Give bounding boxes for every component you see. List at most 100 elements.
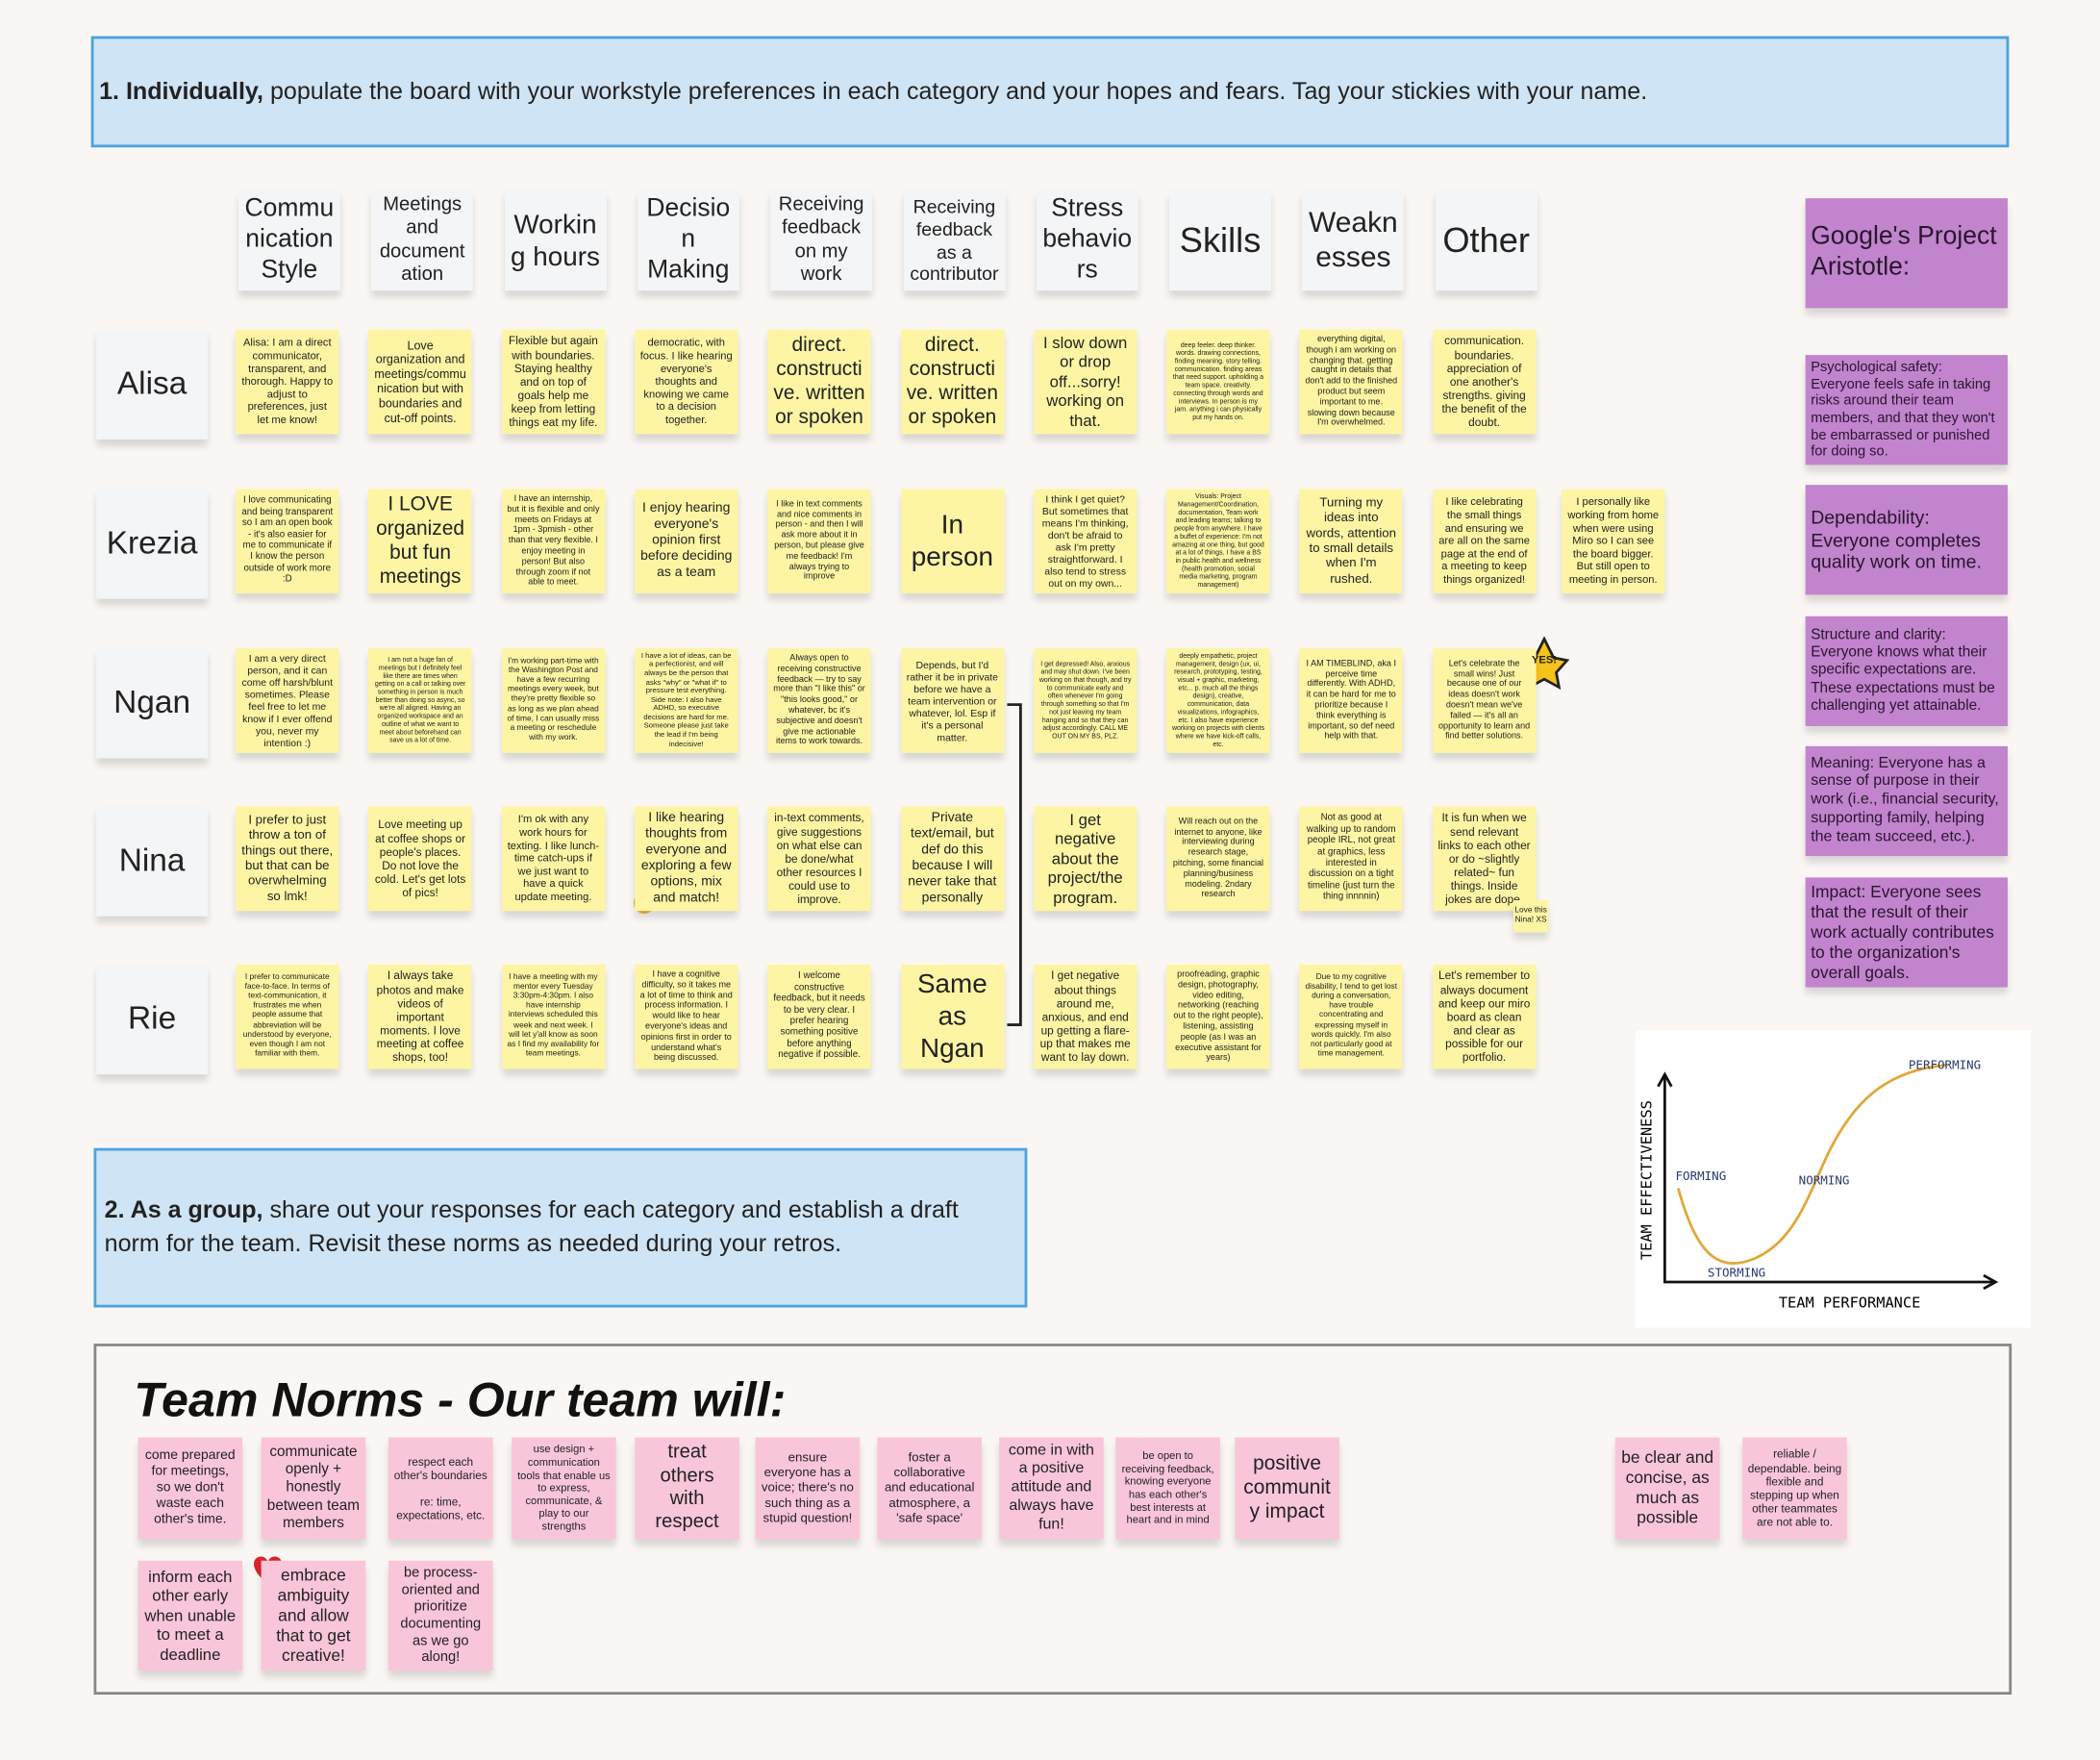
stage-label: PERFORMING <box>1909 1058 1981 1072</box>
column-header: Receiving feedback as a contributor <box>903 189 1006 291</box>
sticky-note: Love organization and meetings/communica… <box>368 329 472 435</box>
instruction-text: populate the board with your workstyle p… <box>269 77 1648 105</box>
sticky-note: I get depressed! Also, anxious and may s… <box>1034 648 1138 753</box>
sticky-note: Let's remember to always document and ke… <box>1432 964 1537 1069</box>
column-header: Other <box>1435 189 1538 291</box>
curve <box>1676 1063 1947 1265</box>
column-header: Communication Style <box>238 189 340 291</box>
sticky-note: Depends, but I'd rather it be in private… <box>900 648 1004 753</box>
sticky-note: democratic, with focus. I like hearing e… <box>635 329 738 435</box>
sticky-note: Flexible but again with boundaries. Stay… <box>501 329 606 435</box>
column-header: Weaknesses <box>1302 189 1405 291</box>
sticky-note: Will reach out on the internet to anyone… <box>1166 806 1270 912</box>
sticky-note: I prefer to just throw a ton of things o… <box>236 806 339 912</box>
instruction-2: 2. As a group, share out your responses f… <box>93 1147 1028 1308</box>
sticky-note: Love meeting up at coffee shops or peopl… <box>368 806 472 912</box>
norm-note: positive community impact <box>1235 1437 1339 1540</box>
sticky-note: I have a cognitive difficulty, so it tak… <box>635 964 738 1069</box>
x-axis-label: TEAM PERFORMANCE <box>1779 1294 1921 1311</box>
star-label: YES! <box>1531 654 1558 666</box>
sticky-note: I AM TIMEBLIND, aka I perceive time diff… <box>1299 648 1403 753</box>
comment-note: Love this Nina! XS <box>1512 900 1549 933</box>
norm-note: embrace ambiguity and allow that to get … <box>261 1560 366 1671</box>
column-header: Stress behaviors <box>1036 189 1138 291</box>
sticky-note: Same as Ngan <box>900 964 1004 1069</box>
sticky-note: proofreading, graphic design, photograph… <box>1166 964 1270 1069</box>
aristotle-title: Google's Project Aristotle: <box>1805 198 2008 309</box>
aristotle-note: Meaning: Everyone has a sense of purpose… <box>1805 745 2008 857</box>
sticky-note: deep feeler. deep thinker. words. drawin… <box>1166 329 1270 435</box>
norm-note: ensure everyone has a voice; there's no … <box>755 1437 861 1540</box>
norm-note: come in with a positive attitude and alw… <box>999 1437 1104 1540</box>
norms-frame <box>93 1344 2012 1696</box>
sticky-note: I get negative about things around me, a… <box>1034 964 1138 1069</box>
norm-note: inform each other early when unable to m… <box>138 1560 243 1671</box>
sticky-note: deeply empathetic, project management, d… <box>1166 648 1270 753</box>
sticky-note: Due to my cognitive disability, I tend t… <box>1299 964 1403 1069</box>
row-name: Alisa <box>96 329 208 440</box>
sticky-note: I have a lot of ideas, can be a perfecti… <box>635 648 738 753</box>
norm-note: respect each other's boundaries re: time… <box>388 1437 493 1540</box>
norm-note: be open to receiving feedback, knowing e… <box>1115 1437 1220 1540</box>
norm-note: be process-oriented and prioritize docum… <box>388 1560 493 1671</box>
sticky-note: Turning my ideas into words, attention t… <box>1299 489 1403 594</box>
stage-label: NORMING <box>1799 1172 1850 1187</box>
sticky-note: Let's celebrate the small wins! Just bec… <box>1432 648 1537 753</box>
sticky-note: I prefer to communicate face-to-face. In… <box>236 964 339 1069</box>
sticky-note: I get negative about the project/the pro… <box>1034 806 1138 912</box>
sticky-note: Private text/email, but def do this beca… <box>900 806 1004 912</box>
sticky-note: It is fun when we send relevant links to… <box>1432 806 1537 912</box>
sticky-note: In person <box>900 489 1004 594</box>
aristotle-note: Dependability: Everyone completes qualit… <box>1805 485 2008 595</box>
arrowheads <box>1657 1071 1999 1291</box>
norm-note: be clear and concise, as much as possibl… <box>1614 1437 1720 1540</box>
sticky-note: I personally like working from home when… <box>1562 489 1665 594</box>
bracket <box>1007 703 1022 1026</box>
sticky-note: I enjoy hearing everyone's opinion first… <box>635 489 738 594</box>
norm-note: come prepared for meetings, so we don't … <box>138 1437 243 1540</box>
sticky-note: I am not a huge fan of meetings but I de… <box>368 648 472 753</box>
aristotle-note: Structure and clarity: Everyone knows wh… <box>1805 616 2008 726</box>
column-header: Decision Making <box>637 189 739 291</box>
sticky-note: I think I get quiet? But sometimes that … <box>1034 489 1138 594</box>
sticky-note: I like in text comments and nice comment… <box>767 489 871 594</box>
sticky-note: I like celebrating the small things and … <box>1432 489 1537 594</box>
column-header: Working hours <box>504 189 607 291</box>
column-header: Skills <box>1169 189 1271 291</box>
norm-note: use design + communication tools that en… <box>512 1437 616 1540</box>
instruction-1: 1. Individually, populate the board with … <box>90 36 2010 148</box>
row-name: Nina <box>96 806 208 917</box>
row-name: Ngan <box>96 648 208 759</box>
row-name: Rie <box>96 964 208 1075</box>
norm-note: treat others with respect <box>635 1437 739 1540</box>
sticky-note: direct. constructive. written or spoken <box>767 329 871 435</box>
sticky-note: I LOVE organized but fun meetings <box>368 489 472 594</box>
row-name: Krezia <box>96 489 208 599</box>
aristotle-note: Impact: Everyone sees that the result of… <box>1805 877 2008 988</box>
sticky-note: I'm working part-time with the Washingto… <box>501 648 606 753</box>
sticky-note: I always take photos and make videos of … <box>368 964 472 1069</box>
aristotle-note: Psychological safety: Everyone feels saf… <box>1805 355 2008 465</box>
sticky-note: I have a meeting with my mentor every Tu… <box>501 964 606 1069</box>
sticky-note: I am a very direct person, and it can co… <box>236 648 339 753</box>
column-header: Meetings and documentation <box>371 189 474 291</box>
sticky-note: communication. boundaries. appreciation … <box>1432 329 1537 435</box>
instruction-text: share out your responses for each catego… <box>104 1195 959 1257</box>
y-axis-label: TEAM EFFECTIVENESS <box>1638 1100 1655 1260</box>
sticky-note: Alisa: I am a direct communicator, trans… <box>236 329 339 435</box>
norm-note: reliable / dependable. being flexible an… <box>1742 1437 1847 1540</box>
norm-note: foster a collaborative and educational a… <box>877 1437 982 1540</box>
sticky-note: I like hearing thoughts from everyone an… <box>635 806 738 912</box>
instruction-bold: 2. As a group, <box>104 1195 263 1223</box>
norm-note: communicate openly + honestly between te… <box>261 1437 366 1540</box>
axes <box>1662 1076 1995 1284</box>
sticky-note: in-text comments, give suggestions on wh… <box>767 806 871 912</box>
column-header: Receiving feedback on my work <box>770 189 873 291</box>
stage-label: FORMING <box>1676 1169 1727 1183</box>
sticky-note: Always open to receiving constructive fe… <box>767 648 871 753</box>
instruction-bold: 1. Individually, <box>99 77 263 105</box>
sticky-note: I slow down or drop off...sorry! working… <box>1034 329 1138 435</box>
stage-label: STORMING <box>1708 1265 1765 1279</box>
sticky-note: I have an internship, but it is flexible… <box>501 489 606 594</box>
